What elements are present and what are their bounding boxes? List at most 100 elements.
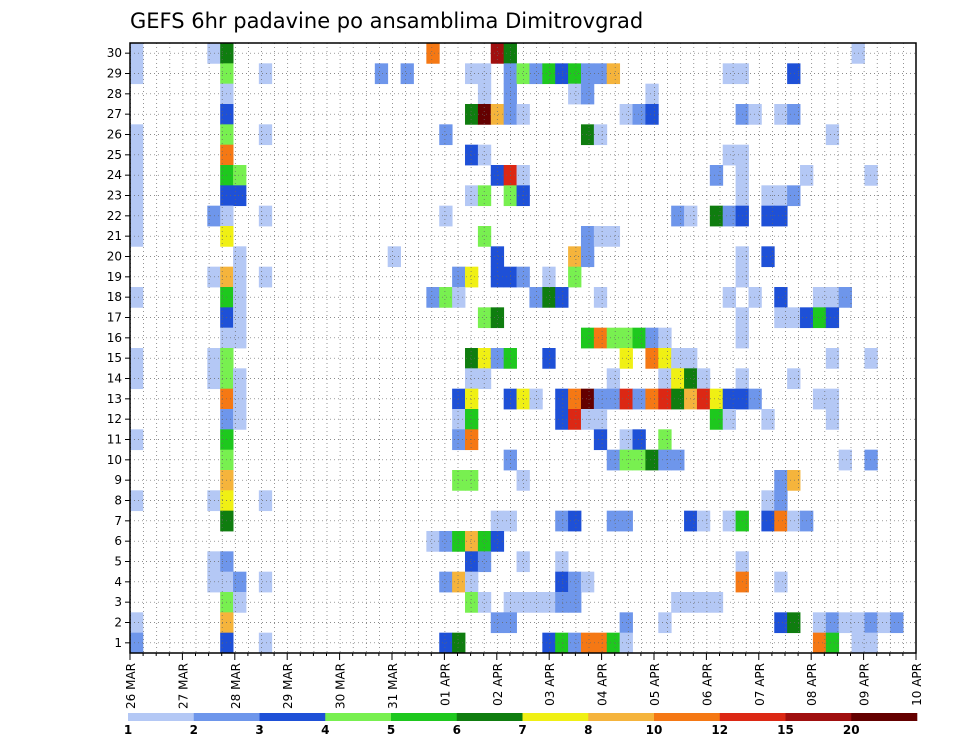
data-cell — [233, 165, 247, 186]
data-cell — [374, 63, 389, 85]
data-cell — [233, 409, 247, 430]
data-cell — [722, 409, 737, 430]
data-cell — [258, 205, 273, 227]
data-cell — [671, 388, 685, 410]
data-cell — [130, 490, 144, 512]
y-tick-label: 29 — [107, 67, 122, 81]
data-cell — [632, 104, 646, 125]
data-cell — [606, 63, 621, 85]
data-cell — [812, 287, 827, 308]
y-tick-label: 25 — [107, 148, 122, 162]
y-tick-label: 2 — [114, 616, 122, 630]
data-cell — [787, 63, 801, 85]
data-cell — [606, 510, 621, 532]
y-tick-label: 7 — [114, 514, 122, 528]
data-cell — [696, 388, 711, 410]
data-cell — [722, 205, 737, 227]
y-tick-label: 13 — [107, 392, 122, 406]
data-cell — [439, 632, 453, 654]
data-cell — [761, 409, 775, 430]
data-cell — [593, 226, 608, 247]
colorbar-swatch — [522, 713, 589, 721]
data-cell — [465, 266, 479, 288]
heatmap-cells — [130, 43, 904, 654]
data-cell — [207, 551, 221, 573]
data-cell — [722, 510, 737, 532]
data-cell — [787, 368, 801, 390]
data-cell — [825, 409, 840, 430]
data-cell — [787, 510, 801, 532]
x-axis: 26 MAR 27 MAR 28 MAR 29 MAR 30 MAR 31 MAR 01 A… — [124, 653, 924, 709]
data-cell — [580, 409, 595, 430]
data-cell — [722, 287, 737, 308]
x-tick-label: 02 APR — [491, 663, 505, 706]
colorbar-label: 2 — [190, 723, 198, 737]
data-cell — [774, 490, 788, 512]
data-cell — [838, 287, 852, 308]
colorbar-swatch — [259, 713, 326, 721]
y-tick-label: 5 — [114, 555, 122, 569]
data-cell — [477, 63, 492, 85]
data-cell — [555, 63, 569, 85]
data-cell — [465, 368, 479, 390]
data-cell — [439, 124, 453, 146]
data-cell — [671, 592, 685, 613]
data-cell — [465, 470, 479, 491]
data-cell — [825, 307, 840, 329]
x-tick-label: 07 APR — [753, 663, 767, 706]
data-cell — [774, 307, 788, 329]
data-cell — [233, 327, 247, 349]
gridlines — [130, 43, 916, 653]
data-cell — [555, 388, 569, 410]
colorbar-label: 7 — [518, 723, 526, 737]
data-cell — [774, 571, 788, 593]
data-cell — [529, 592, 543, 613]
data-cell — [709, 592, 724, 613]
chart-title: GEFS 6hr padavine po ansamblima Dimitrov… — [130, 9, 643, 33]
data-cell — [426, 531, 440, 552]
data-cell — [761, 490, 775, 512]
y-tick-label: 14 — [107, 372, 122, 386]
data-cell — [258, 571, 273, 593]
data-cell — [233, 571, 247, 593]
data-cell — [258, 124, 273, 146]
data-cell — [258, 632, 273, 654]
data-cell — [207, 348, 221, 369]
x-tick-label: 05 APR — [648, 663, 662, 706]
data-cell — [645, 449, 659, 471]
data-cell — [787, 470, 801, 491]
data-cell — [593, 632, 608, 654]
data-cell — [761, 510, 775, 532]
data-cell — [490, 43, 505, 64]
data-cell — [542, 592, 556, 613]
x-tick-label: 09 APR — [858, 663, 872, 706]
data-cell — [207, 266, 221, 288]
x-tick-label: 31 MAR — [386, 663, 400, 709]
data-cell — [542, 266, 556, 288]
x-tick-label: 04 APR — [596, 663, 610, 706]
colorbar-swatch — [719, 713, 786, 721]
data-cell — [130, 287, 144, 308]
data-cell — [477, 307, 492, 329]
data-cell — [774, 287, 788, 308]
data-cell — [439, 571, 453, 593]
data-cell — [130, 632, 144, 654]
data-cell — [774, 205, 788, 227]
data-cell — [709, 409, 724, 430]
data-cell — [787, 185, 801, 207]
data-cell — [645, 388, 659, 410]
data-cell — [233, 307, 247, 329]
data-cell — [864, 165, 878, 186]
data-cell — [825, 287, 840, 308]
data-cell — [490, 266, 505, 288]
data-cell — [233, 592, 247, 613]
data-cell — [787, 104, 801, 125]
data-cell — [606, 368, 621, 390]
data-cell — [632, 429, 646, 451]
colorbar-label: 15 — [777, 723, 794, 737]
data-cell — [658, 368, 672, 390]
data-cell — [490, 510, 505, 532]
data-cell — [877, 612, 891, 634]
x-tick-label: 28 MAR — [229, 663, 243, 709]
data-cell — [465, 348, 479, 369]
